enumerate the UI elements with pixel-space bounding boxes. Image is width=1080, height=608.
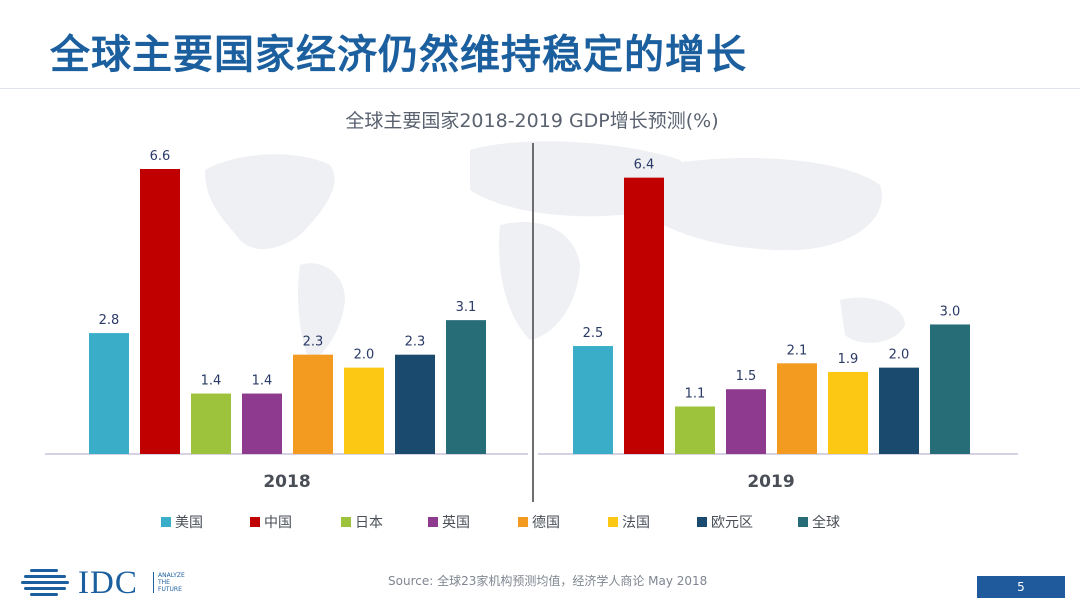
value-label-2019-5: 1.9 <box>838 352 859 367</box>
bars-layer <box>89 169 970 455</box>
legend-swatch-2 <box>341 517 351 527</box>
gdp-bar-chart: 全球主要国家2018-2019 GDP增长预测(%) 2.8 2.5 6.6 6.4 1… <box>45 110 1018 531</box>
value-labels-layer: 2.8 2.5 6.6 6.4 1.4 1.1 1.4 1.5 2.3 2.1 2.0 1.9 2.3 2… <box>99 149 961 402</box>
value-label-2018-0: 2.8 <box>99 313 120 328</box>
logo-tagline: ANALYZE THE FUTURE <box>153 572 185 593</box>
bar-2018-6 <box>395 354 435 454</box>
legend-label-7: 全球 <box>812 514 840 531</box>
legend-swatch-4 <box>518 517 528 527</box>
globe-icon <box>21 569 69 596</box>
value-label-2019-4: 2.1 <box>787 343 808 358</box>
value-label-2018-2: 1.4 <box>201 374 222 389</box>
bar-2018-3 <box>242 393 282 454</box>
bar-2019-6 <box>879 367 919 454</box>
legend-swatch-6 <box>697 517 707 527</box>
bar-2019-7 <box>930 324 970 454</box>
bar-2019-0 <box>573 346 613 454</box>
logo-wordmark: IDC <box>78 565 138 601</box>
bar-2018-1 <box>140 169 180 454</box>
chart-title: 全球主要国家2018-2019 GDP增长预测(%) <box>345 110 718 132</box>
legend-label-0: 美国 <box>175 515 203 531</box>
category-labels-layer: 2018 2019 <box>263 472 794 492</box>
bar-2018-0 <box>89 333 129 454</box>
category-label-2019: 2019 <box>747 472 794 492</box>
source-note: Source: 全球23家机构预测均值，经济学人商论 May 2018 <box>388 574 708 588</box>
value-label-2018-3: 1.4 <box>252 374 273 389</box>
legend-swatch-7 <box>798 517 808 527</box>
legend-swatch-1 <box>250 517 260 527</box>
bar-2019-2 <box>675 406 715 454</box>
value-label-2018-1: 6.6 <box>150 149 171 164</box>
slide-title: 全球主要国家经济仍然维持稳定的增长 <box>50 32 747 78</box>
bar-2018-2 <box>191 393 231 454</box>
value-label-2019-2: 1.1 <box>685 387 706 402</box>
value-label-2019-0: 2.5 <box>583 326 604 341</box>
value-label-2018-7: 3.1 <box>456 300 477 315</box>
value-label-2019-6: 2.0 <box>889 348 910 363</box>
value-label-2019-1: 6.4 <box>634 158 655 173</box>
idc-logo: IDC ANALYZE THE FUTURE <box>20 566 200 600</box>
value-label-2019-3: 1.5 <box>736 369 757 384</box>
value-label-2018-6: 2.3 <box>405 335 426 350</box>
bar-2018-4 <box>293 354 333 454</box>
title-divider <box>0 88 1080 89</box>
bar-2019-5 <box>828 371 868 454</box>
bar-2019-3 <box>726 389 766 454</box>
bar-2018-5 <box>344 367 384 454</box>
value-label-2018-4: 2.3 <box>303 335 324 350</box>
page-number: 5 <box>977 576 1065 598</box>
category-label-2018: 2018 <box>263 472 310 492</box>
bar-2019-1 <box>624 177 664 455</box>
legend-swatch-0 <box>161 517 171 527</box>
legend-label-2: 日本 <box>355 515 383 531</box>
value-label-2018-5: 2.0 <box>354 348 375 363</box>
bar-2019-4 <box>777 363 817 454</box>
legend-swatch-3 <box>428 517 438 527</box>
legend-label-1: 中国 <box>264 515 292 531</box>
legend-label-5: 法国 <box>622 515 650 531</box>
world-map-background <box>205 141 905 362</box>
legend: 美国 中国 日本 英国 德国 法国 欧元区 全球 <box>161 514 840 531</box>
legend-label-6: 欧元区 <box>711 515 753 531</box>
value-label-2019-7: 3.0 <box>940 304 961 319</box>
legend-label-3: 英国 <box>442 514 470 531</box>
legend-label-4: 德国 <box>532 515 560 531</box>
bar-2018-7 <box>446 320 486 454</box>
legend-swatch-5 <box>608 517 618 527</box>
